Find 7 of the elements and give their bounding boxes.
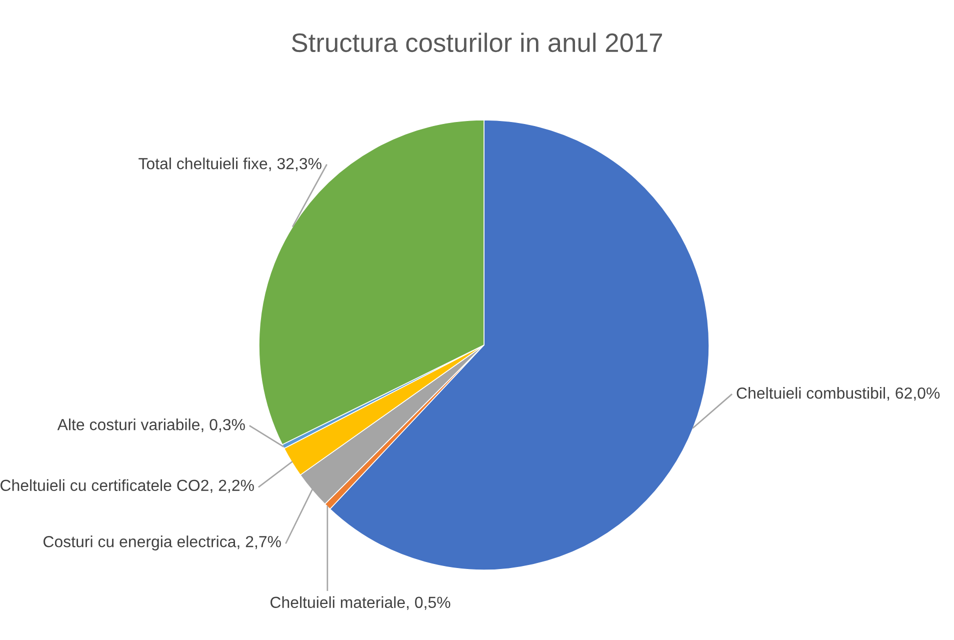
slice-label: Total cheltuieli fixe, 32,3% — [138, 158, 322, 172]
chart-title: Structura costurilor in anul 2017 — [292, 32, 662, 52]
slice-label: Cheltuieli cu certificatele CO2, 2,2% — [0, 479, 254, 493]
slice-label: Cheltuieli combustibil, 62,0% — [736, 387, 940, 401]
slice-label: Alte costuri variabile, 0,3% — [57, 418, 245, 432]
slice-label: Cheltuieli materiale, 0,5% — [270, 596, 450, 610]
slice-label: Costuri cu energia electrica, 2,7% — [44, 536, 281, 550]
